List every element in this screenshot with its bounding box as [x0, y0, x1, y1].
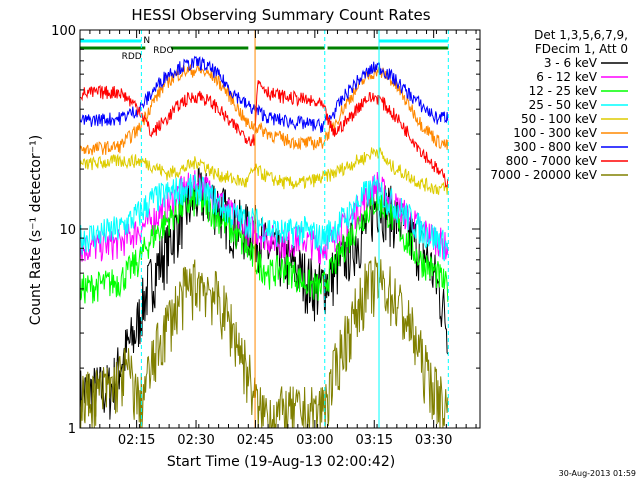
chart-title: HESSI Observing Summary Count Rates — [131, 6, 430, 24]
x-tick-label-4: 03:15 — [356, 433, 393, 448]
n-label: N — [143, 36, 150, 46]
x-tick-label-0: 02:15 — [118, 433, 155, 448]
series-line-4 — [79, 147, 449, 196]
rdd-label: RDD — [122, 52, 142, 62]
legend-header-0: Det 1,3,5,6,7,9, — [534, 28, 628, 42]
y-axis-label: Count Rate (s⁻¹ detector⁻¹) — [28, 135, 44, 325]
legend: Det 1,3,5,6,7,9,FDecim 1, Att 03 - 6 keV… — [490, 28, 628, 182]
legend-label-8: 7000 - 20000 keV — [490, 168, 597, 182]
series-line-6 — [79, 55, 449, 133]
legend-label-1: 6 - 12 keV — [536, 70, 598, 84]
legend-label-6: 300 - 800 keV — [513, 140, 597, 154]
y-tick-label-1: 10 — [59, 223, 76, 238]
y-tick-label-0: 1 — [68, 422, 76, 437]
y-tick-label-2: 100 — [51, 24, 76, 39]
x-tick-label-1: 02:30 — [177, 433, 214, 448]
x-axis-label: Start Time (19-Aug-13 02:00:42) — [167, 454, 395, 470]
legend-label-4: 50 - 100 keV — [521, 112, 598, 126]
x-tick-label-2: 02:45 — [237, 433, 274, 448]
legend-label-3: 25 - 50 keV — [529, 98, 598, 112]
timestamp: 30-Aug-2013 01:59 — [559, 469, 636, 478]
legend-label-7: 800 - 7000 keV — [506, 154, 598, 168]
x-tick-label-5: 03:30 — [415, 433, 452, 448]
legend-label-2: 12 - 25 keV — [529, 84, 598, 98]
axis-ticks: 02:15 02:30 02:45 03:00 03:15 03:30 1 10 100 — [51, 24, 480, 448]
legend-label-0: 3 - 6 keV — [544, 56, 598, 70]
rdo-label: RDO — [153, 46, 173, 56]
legend-header-1: FDecim 1, Att 0 — [535, 42, 628, 56]
legend-label-5: 100 - 300 keV — [513, 126, 597, 140]
x-tick-label-3: 03:00 — [296, 433, 333, 448]
